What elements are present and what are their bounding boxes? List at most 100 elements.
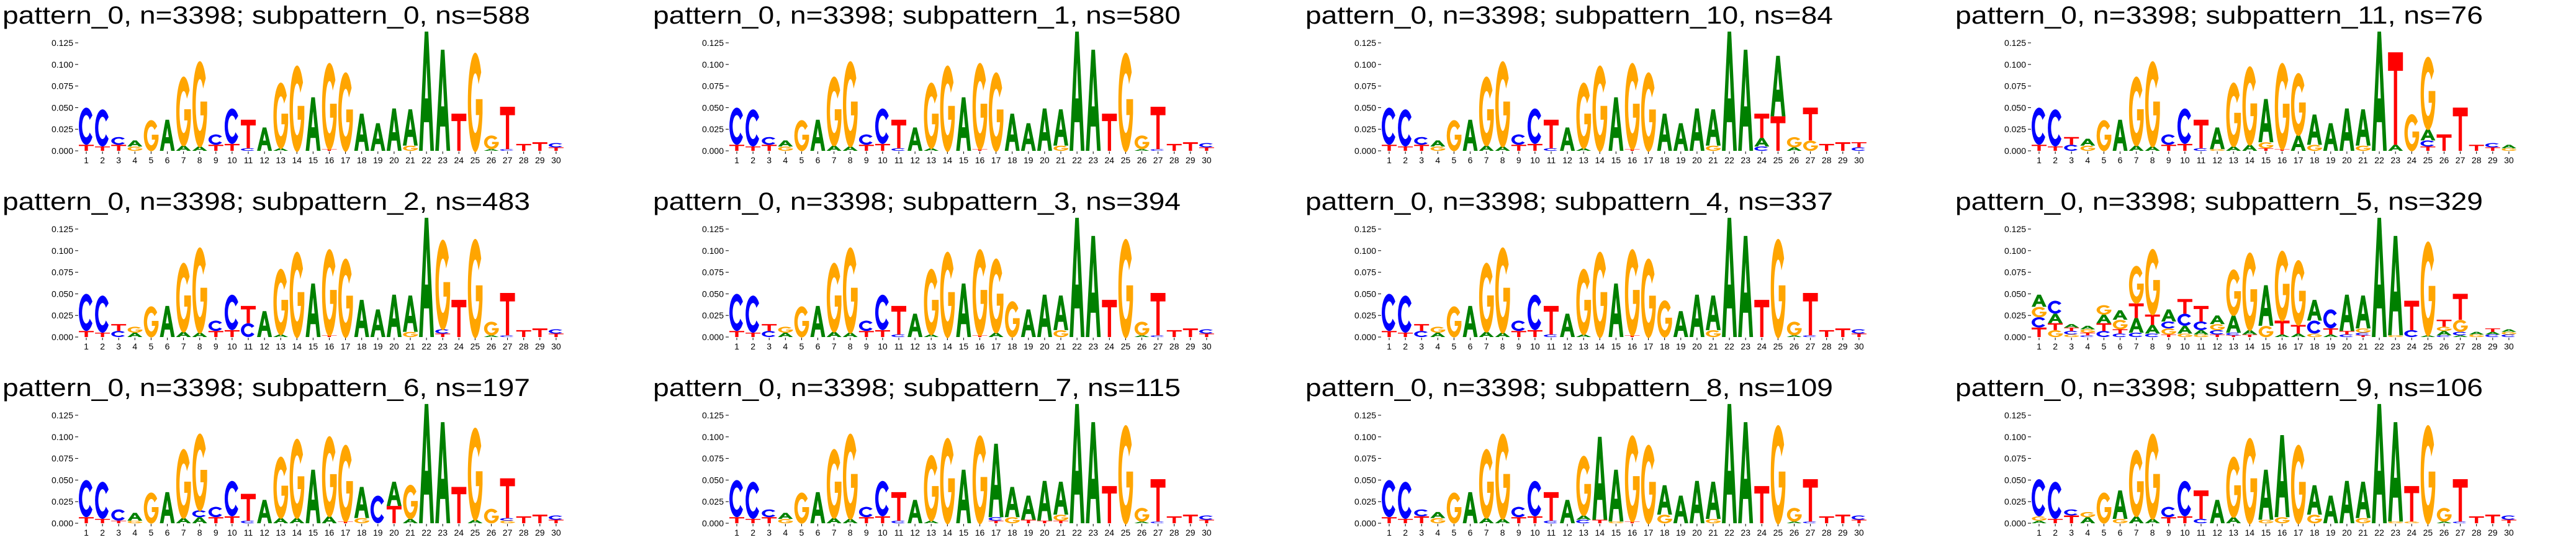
x-tick-label: 2 bbox=[750, 528, 755, 538]
logo-column bbox=[1673, 123, 1688, 151]
logo-letter-G bbox=[2080, 145, 2096, 151]
logo-column bbox=[1786, 322, 1802, 337]
logo-column bbox=[1134, 322, 1150, 337]
logo-letter-C bbox=[1576, 520, 1590, 523]
logo-letter-T bbox=[1835, 515, 1850, 523]
logo-letter-C bbox=[2452, 521, 2467, 523]
logo-letter-G bbox=[2290, 444, 2306, 524]
y-tick-label: 0.075 bbox=[702, 268, 724, 277]
logo-letter-T bbox=[2194, 490, 2209, 520]
logo-letter-A bbox=[2469, 331, 2484, 335]
x-tick-label: 20 bbox=[389, 528, 399, 538]
logo-letter-C bbox=[1527, 480, 1541, 516]
logo-column bbox=[1608, 283, 1624, 337]
logo-letter-C bbox=[2420, 140, 2434, 147]
logo-letter-G bbox=[322, 436, 337, 518]
logo-letter-C bbox=[95, 482, 109, 520]
logo-letter-A bbox=[1786, 147, 1802, 151]
x-tick-label: 14 bbox=[1595, 341, 1605, 351]
logo-letter-G bbox=[2258, 142, 2274, 148]
y-tick-label: 0.025 bbox=[2004, 310, 2026, 320]
logo-letter-G bbox=[1803, 140, 1818, 151]
logo-letter-G bbox=[2145, 433, 2160, 520]
logo-letter-C bbox=[1544, 334, 1557, 337]
logo-letter-C bbox=[435, 329, 449, 334]
logo-column bbox=[924, 82, 939, 151]
logo-column bbox=[2226, 82, 2241, 151]
logo-column bbox=[1835, 515, 1850, 523]
logo-panel: pattern_0, n=3398; subpattern_5, ns=329 0… bbox=[1955, 188, 2516, 351]
logo-letter-G bbox=[2388, 335, 2403, 338]
logo-letter-A bbox=[160, 492, 175, 523]
logo-column bbox=[435, 50, 451, 151]
logo-letter-A bbox=[403, 519, 418, 523]
x-tick-label: 21 bbox=[2358, 341, 2368, 351]
logo-letter-T bbox=[1803, 293, 1818, 336]
logo-letter-G bbox=[2177, 333, 2192, 338]
x-tick-label: 3 bbox=[1419, 155, 1424, 165]
logo-letter-T bbox=[516, 330, 531, 337]
logo-column bbox=[1102, 300, 1117, 337]
logo-column bbox=[2388, 52, 2403, 151]
logo-letter-G bbox=[972, 435, 988, 524]
x-tick-label: 26 bbox=[1790, 528, 1799, 538]
x-tick-label: 5 bbox=[1452, 155, 1457, 165]
logo-letter-A bbox=[176, 331, 191, 337]
x-tick-label: 4 bbox=[2085, 341, 2090, 351]
logo-column bbox=[1544, 119, 1559, 151]
logo-column bbox=[891, 305, 906, 337]
logo-letter-A bbox=[2501, 145, 2516, 148]
logo-letter-A bbox=[2032, 294, 2047, 307]
logo-column bbox=[2469, 516, 2484, 523]
x-tick-label: 27 bbox=[503, 341, 513, 351]
logo-column bbox=[1803, 479, 1818, 523]
x-tick-label: 6 bbox=[1468, 341, 1473, 351]
logo-letter-G bbox=[1134, 508, 1150, 522]
logo-column bbox=[2339, 480, 2354, 523]
logo-column bbox=[2339, 108, 2354, 151]
x-tick-label: 3 bbox=[116, 528, 121, 538]
logo-letter-A bbox=[924, 148, 939, 151]
logo-column bbox=[322, 63, 337, 151]
logo-letter-A bbox=[1053, 295, 1068, 330]
logo-letter-G bbox=[1624, 63, 1640, 150]
x-tick-label: 16 bbox=[2277, 155, 2287, 165]
logo-letter-A bbox=[2080, 517, 2096, 523]
y-tick-label: 0.100 bbox=[1354, 60, 1376, 70]
logo-letter-A bbox=[826, 145, 842, 151]
logo-letter-A bbox=[907, 127, 923, 151]
x-tick-label: 21 bbox=[2358, 528, 2368, 538]
logo-letter-G bbox=[1004, 517, 1020, 524]
logo-letter-A bbox=[1576, 515, 1592, 520]
logo-column bbox=[1851, 329, 1867, 337]
y-tick-label: 0.075 bbox=[702, 81, 724, 91]
x-tick-label: 15 bbox=[1611, 341, 1621, 351]
x-tick-label: 19 bbox=[373, 155, 383, 165]
logo-column bbox=[257, 311, 272, 337]
logo-letter-T bbox=[1819, 330, 1834, 337]
x-tick-label: 28 bbox=[1169, 341, 1179, 351]
logo-column bbox=[988, 443, 1004, 523]
logo-letter-C bbox=[1398, 482, 1412, 520]
x-tick-label: 30 bbox=[551, 341, 561, 351]
x-tick-label: 28 bbox=[519, 528, 529, 538]
x-tick-label: 4 bbox=[2085, 528, 2090, 538]
logo-letter-C bbox=[95, 295, 109, 333]
x-tick-label: 22 bbox=[1072, 528, 1082, 538]
x-tick-label: 21 bbox=[405, 528, 415, 538]
logo-column bbox=[1086, 50, 1101, 151]
y-tick-label: 0.125 bbox=[1354, 410, 1376, 420]
logo-letter-G bbox=[1479, 76, 1494, 147]
logo-column bbox=[1608, 97, 1624, 151]
x-tick-label: 9 bbox=[214, 155, 218, 165]
logo-column bbox=[2420, 241, 2436, 337]
logo-letter-C bbox=[1382, 107, 1395, 145]
x-tick-label: 20 bbox=[1692, 155, 1702, 165]
x-tick-label: 8 bbox=[197, 528, 202, 538]
x-tick-label: 2 bbox=[2053, 341, 2058, 351]
x-tick-label: 6 bbox=[165, 155, 170, 165]
logo-letter-G bbox=[842, 61, 858, 148]
x-tick-label: 20 bbox=[2342, 155, 2352, 165]
logo-column bbox=[1835, 142, 1850, 151]
logo-column bbox=[2128, 266, 2144, 337]
